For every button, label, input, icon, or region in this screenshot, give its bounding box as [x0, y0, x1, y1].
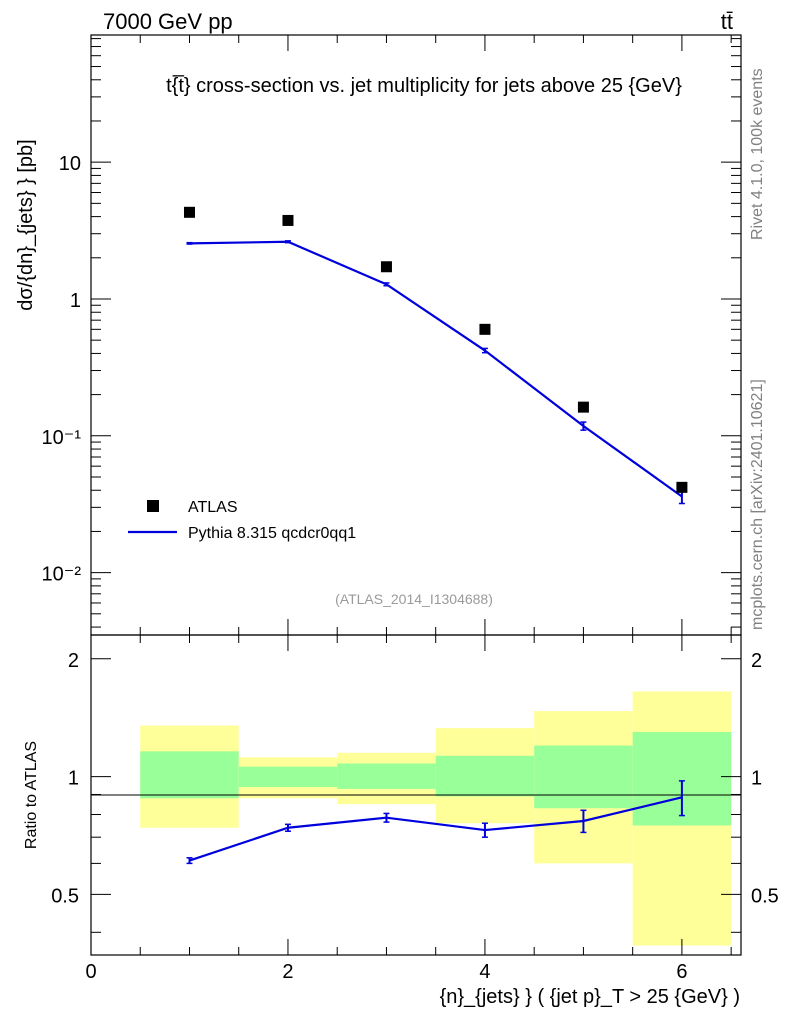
main-y-tick-label: 10⁻²: [42, 564, 82, 586]
main-title: t{̅t} cross-section vs. jet multiplicity…: [166, 74, 682, 97]
legend-atlas-label: ATLAS: [188, 499, 238, 516]
ratio-panel: Ratio to ATLAS 0.5 0.5 1 1 2 2 0 2 4 6 {n}_{jets…: [23, 634, 779, 1008]
ratio-y-tick-label-left: 1: [68, 768, 79, 790]
reference-label: (ATLAS_2014_I1304688): [335, 591, 493, 607]
pythia-line: [189, 240, 683, 498]
ratio-bands: [140, 691, 732, 946]
main-y-tick-label: 10: [59, 153, 81, 175]
main-series: [183, 206, 688, 505]
ratio-axis-ticks: [90, 635, 741, 955]
x-tick-label: 6: [676, 961, 687, 983]
ratio-series: [186, 780, 685, 865]
x-tick-labels: 0 2 4 6: [85, 961, 687, 983]
ratio-y-tick-label-left: 2: [68, 650, 79, 672]
ratio-inner-band: [337, 763, 436, 789]
main-y-tick-label: 1: [70, 290, 81, 312]
x-axis-label: {n}_{jets} } ( {jet p}_T > 25 {GeV} ): [440, 986, 740, 1008]
ratio-y-tick-label-right: 1: [751, 768, 762, 790]
rivet-label: Rivet 4.1.0, 100k events: [749, 68, 766, 240]
mcplots-label: mcplots.cern.ch [arXiv:2401.10621]: [749, 379, 766, 630]
ratio-inner-band: [435, 755, 535, 797]
main-y-tick-label: 10⁻¹: [42, 427, 82, 449]
ratio-y-tick-label-right: 2: [751, 650, 762, 672]
atlas-point: [577, 401, 589, 413]
ratio-frame: [90, 634, 742, 956]
atlas-point: [183, 206, 195, 218]
x-tick-label: 0: [85, 961, 96, 983]
ratio-y-tick-labels: 0.5 0.5 1 1 2 2: [51, 650, 779, 908]
atlas-point: [676, 481, 688, 493]
ratio-pythia-line: [189, 796, 683, 862]
x-tick-label: 4: [479, 961, 490, 983]
ratio-inner-band: [534, 745, 633, 809]
ratio-y-tick-label-left: 0.5: [51, 885, 79, 907]
ratio-y-label: Ratio to ATLAS: [23, 741, 40, 849]
atlas-point: [282, 214, 294, 226]
process-label: tt̄: [721, 9, 733, 34]
main-y-label: dσ/{dn}_{jets} } [pb]: [15, 139, 37, 310]
ratio-inner-band: [140, 751, 239, 799]
x-tick-label: 2: [282, 961, 293, 983]
main-panel: t{̅t} cross-section vs. jet multiplicity…: [15, 34, 742, 636]
ratio-y-tick-label-right: 0.5: [751, 885, 779, 907]
atlas-point: [479, 323, 491, 335]
legend-atlas-marker: [147, 500, 159, 512]
energy-label: 7000 GeV pp: [103, 9, 233, 34]
atlas-point: [380, 261, 392, 273]
main-axis-ticks: [90, 35, 741, 635]
main-frame: [90, 34, 742, 636]
main-y-tick-labels: 10⁻² 10⁻¹ 1 10: [42, 153, 82, 585]
ratio-inner-band: [238, 766, 338, 788]
legend-pythia-label: Pythia 8.315 qcdcr0qq1: [188, 525, 356, 542]
legend: ATLAS Pythia 8.315 qcdcr0qq1: [128, 499, 356, 542]
